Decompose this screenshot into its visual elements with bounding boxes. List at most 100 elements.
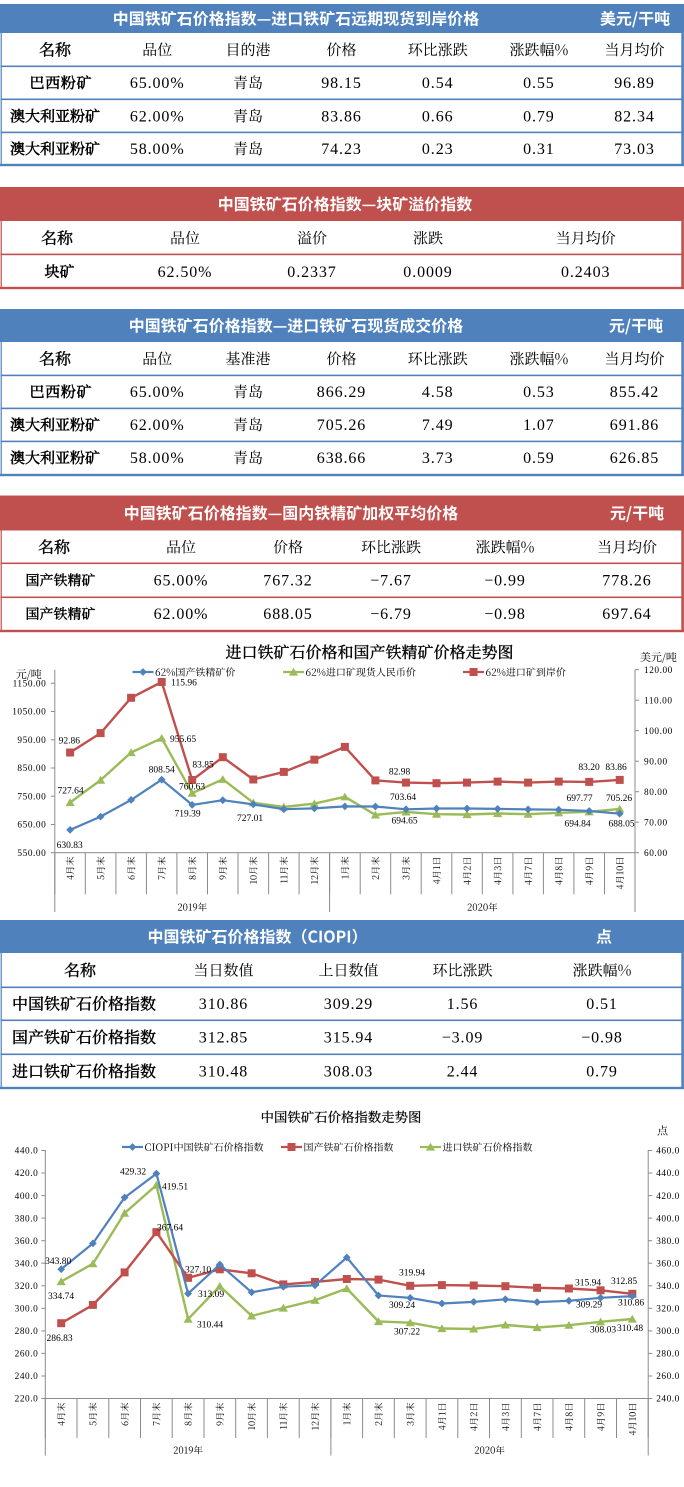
svg-text:315.94: 315.94: [324, 1030, 373, 1047]
svg-text:808.54: 808.54: [149, 765, 175, 775]
svg-text:92.86: 92.86: [59, 736, 81, 746]
svg-text:327.10: 327.10: [185, 1265, 211, 1275]
svg-text:460.0: 460.0: [656, 1147, 680, 1157]
svg-text:727.64: 727.64: [57, 786, 83, 796]
svg-text:309.24: 309.24: [389, 1301, 415, 1311]
svg-text:1.56: 1.56: [447, 996, 479, 1013]
svg-text:630.83: 630.83: [57, 841, 83, 851]
svg-text:0.2403: 0.2403: [561, 264, 610, 281]
svg-text:4.58: 4.58: [422, 384, 454, 401]
svg-text:866.29: 866.29: [317, 384, 366, 401]
svg-text:0.53: 0.53: [523, 384, 555, 401]
svg-text:308.03: 308.03: [324, 1064, 373, 1081]
svg-text:62.00%: 62.00%: [130, 417, 185, 434]
svg-text:650.00: 650.00: [17, 821, 46, 831]
svg-text:697.64: 697.64: [602, 606, 651, 623]
svg-text:286.83: 286.83: [46, 1334, 72, 1344]
svg-text:750.00: 750.00: [17, 792, 46, 802]
svg-text:550.00: 550.00: [17, 849, 46, 859]
svg-text:62.00%: 62.00%: [154, 606, 209, 623]
svg-text:400.0: 400.0: [15, 1192, 39, 1202]
svg-text:83.86: 83.86: [321, 108, 362, 125]
svg-text:340.0: 340.0: [656, 1282, 680, 1292]
svg-text:955.65: 955.65: [170, 735, 196, 745]
svg-text:440.0: 440.0: [15, 1147, 39, 1157]
svg-text:70.00: 70.00: [644, 818, 668, 828]
svg-text:−3.09: −3.09: [442, 1030, 484, 1047]
svg-text:100.00: 100.00: [644, 727, 673, 737]
svg-text:90.00: 90.00: [644, 757, 668, 767]
svg-text:400.0: 400.0: [656, 1214, 680, 1224]
svg-text:307.22: 307.22: [394, 1327, 420, 1337]
svg-text:0.66: 0.66: [422, 108, 454, 125]
svg-text:0.79: 0.79: [523, 108, 555, 125]
svg-text:60.00: 60.00: [644, 849, 668, 859]
svg-text:310.48: 310.48: [617, 1324, 643, 1334]
svg-text:308.03: 308.03: [590, 1325, 616, 1335]
svg-text:440.0: 440.0: [656, 1169, 680, 1179]
svg-text:83.20: 83.20: [578, 763, 600, 773]
svg-text:80.00: 80.00: [644, 788, 668, 798]
svg-text:688.05: 688.05: [608, 819, 634, 829]
svg-text:83.85: 83.85: [192, 760, 214, 770]
svg-text:220.0: 220.0: [15, 1395, 39, 1405]
svg-text:7.49: 7.49: [422, 417, 454, 434]
svg-text:312.85: 312.85: [199, 1030, 248, 1047]
svg-text:367.64: 367.64: [157, 1223, 183, 1233]
svg-text:0.55: 0.55: [523, 75, 555, 92]
svg-text:0.2337: 0.2337: [287, 264, 336, 281]
svg-text:260.0: 260.0: [656, 1372, 680, 1382]
svg-text:120.00: 120.00: [644, 666, 673, 676]
svg-text:82.34: 82.34: [614, 108, 655, 125]
svg-text:0.31: 0.31: [523, 141, 555, 158]
svg-text:−0.99: −0.99: [484, 573, 526, 590]
svg-text:65.00%: 65.00%: [154, 573, 209, 590]
svg-text:320.0: 320.0: [656, 1305, 680, 1315]
svg-text:310.86: 310.86: [199, 996, 248, 1013]
svg-text:778.26: 778.26: [602, 573, 651, 590]
svg-text:626.85: 626.85: [610, 450, 659, 467]
svg-text:110.00: 110.00: [644, 696, 673, 706]
svg-text:260.0: 260.0: [15, 1350, 39, 1360]
svg-text:2.44: 2.44: [447, 1064, 479, 1081]
svg-text:82.98: 82.98: [389, 767, 411, 777]
svg-text:−6.79: −6.79: [370, 606, 412, 623]
svg-text:694.84: 694.84: [564, 819, 590, 829]
svg-text:1.07: 1.07: [523, 417, 555, 434]
svg-text:0.79: 0.79: [586, 1064, 618, 1081]
svg-text:1050.00: 1050.00: [12, 708, 46, 718]
svg-text:280.0: 280.0: [656, 1350, 680, 1360]
svg-text:950.00: 950.00: [17, 736, 46, 746]
svg-text:313.09: 313.09: [198, 1290, 224, 1300]
svg-text:420.0: 420.0: [656, 1192, 680, 1202]
svg-text:340.0: 340.0: [15, 1259, 39, 1269]
svg-text:688.05: 688.05: [263, 606, 312, 623]
svg-text:−0.98: −0.98: [581, 1030, 623, 1047]
svg-text:0.0009: 0.0009: [403, 264, 452, 281]
svg-text:380.0: 380.0: [15, 1214, 39, 1224]
svg-text:−0.98: −0.98: [484, 606, 526, 623]
svg-text:343.80: 343.80: [45, 1257, 71, 1267]
svg-text:309.29: 309.29: [576, 1300, 602, 1310]
svg-text:760.63: 760.63: [179, 782, 205, 792]
svg-text:638.66: 638.66: [317, 450, 366, 467]
svg-text:310.44: 310.44: [197, 1320, 223, 1330]
svg-text:65.00%: 65.00%: [130, 384, 185, 401]
svg-text:850.00: 850.00: [17, 764, 46, 774]
svg-text:73.03: 73.03: [614, 141, 655, 158]
svg-text:240.0: 240.0: [15, 1372, 39, 1382]
svg-text:420.0: 420.0: [15, 1169, 39, 1179]
svg-text:1150.00: 1150.00: [13, 680, 47, 690]
svg-text:855.42: 855.42: [610, 384, 659, 401]
svg-text:727.01: 727.01: [237, 814, 263, 824]
svg-text:691.86: 691.86: [610, 417, 659, 434]
svg-text:83.86: 83.86: [605, 763, 627, 773]
svg-text:96.89: 96.89: [614, 75, 655, 92]
svg-text:0.54: 0.54: [422, 75, 454, 92]
svg-text:240.0: 240.0: [656, 1395, 680, 1405]
svg-text:300.0: 300.0: [656, 1327, 680, 1337]
svg-text:419.51: 419.51: [162, 1182, 188, 1192]
svg-text:319.94: 319.94: [399, 1268, 425, 1278]
svg-text:719.39: 719.39: [174, 809, 200, 819]
svg-text:3.73: 3.73: [422, 450, 454, 467]
